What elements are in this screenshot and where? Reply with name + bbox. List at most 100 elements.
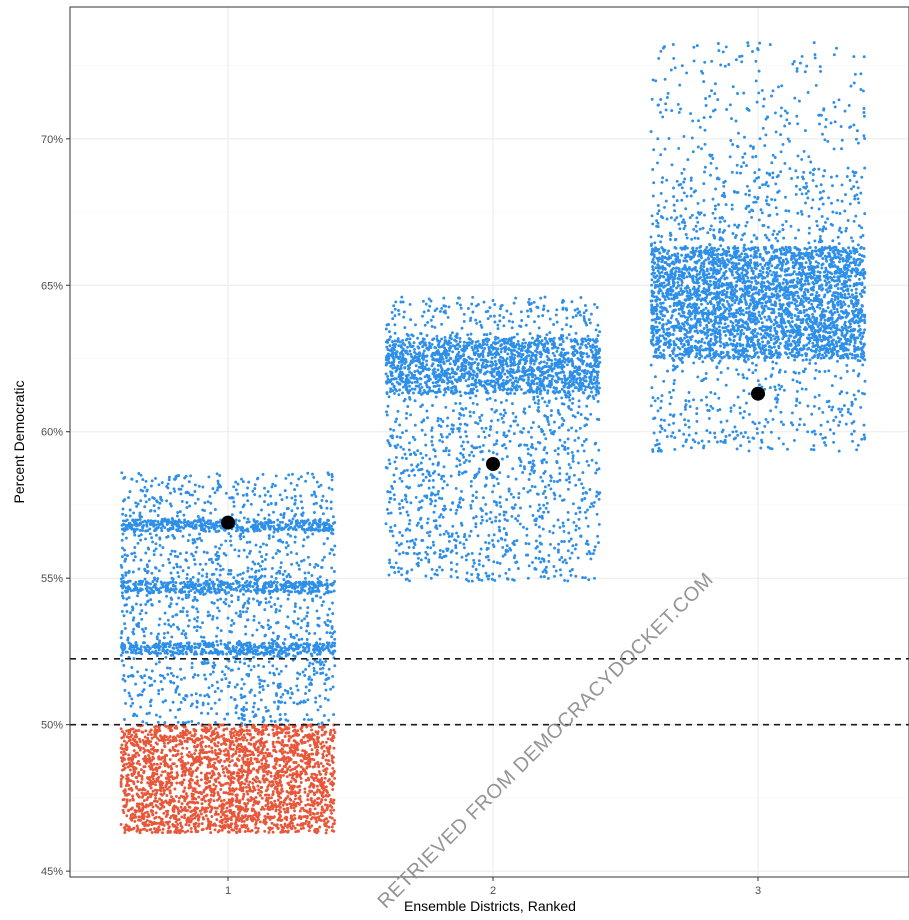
- ensemble-point: [293, 488, 297, 492]
- ensemble-point: [205, 781, 209, 785]
- ensemble-point: [298, 606, 302, 610]
- ensemble-point: [214, 784, 218, 788]
- ensemble-point: [186, 595, 190, 599]
- ensemble-point: [227, 792, 231, 796]
- ensemble-point: [279, 669, 283, 673]
- ensemble-point: [138, 647, 142, 651]
- ensemble-point: [196, 743, 200, 747]
- ensemble-point: [277, 527, 281, 530]
- ensemble-point: [331, 650, 335, 654]
- ensemble-point: [182, 697, 186, 700]
- ensemble-point: [267, 600, 271, 604]
- ensemble-point: [305, 614, 309, 618]
- ensemble-point: [269, 715, 272, 718]
- ensemble-point: [153, 729, 157, 733]
- ensemble-point: [272, 651, 275, 655]
- ensemble-point: [223, 740, 227, 744]
- ensemble-point: [205, 572, 209, 576]
- ensemble-point: [222, 803, 226, 807]
- ensemble-point: [305, 809, 309, 813]
- ensemble-point: [183, 731, 187, 735]
- ensemble-point: [287, 473, 291, 477]
- ensemble-point: [199, 742, 203, 745]
- ensemble-point: [261, 645, 265, 649]
- ensemble-point: [292, 743, 296, 747]
- ensemble-point: [296, 617, 300, 621]
- ensemble-point: [182, 580, 186, 584]
- ensemble-point: [274, 501, 278, 505]
- ensemble-point: [194, 830, 198, 834]
- ensemble-point: [307, 664, 311, 668]
- ensemble-point: [281, 692, 285, 696]
- ensemble-point: [127, 736, 131, 739]
- ensemble-point: [279, 796, 282, 800]
- ensemble-point: [215, 550, 219, 554]
- ensemble-point: [229, 534, 233, 538]
- ensemble-point: [296, 622, 300, 626]
- ensemble-point: [276, 634, 280, 638]
- ensemble-point: [253, 645, 257, 649]
- ensemble-point: [293, 540, 297, 544]
- ensemble-point: [191, 541, 195, 545]
- ensemble-point: [166, 829, 170, 833]
- ensemble-point: [279, 561, 283, 565]
- ensemble-point: [121, 546, 124, 550]
- ensemble-point: [293, 494, 297, 498]
- ensemble-point: [161, 583, 165, 587]
- ensemble-point: [175, 764, 179, 768]
- ensemble-point: [330, 531, 333, 535]
- ensemble-point: [261, 626, 265, 629]
- ensemble-point: [123, 626, 127, 630]
- ensemble-point: [143, 681, 147, 685]
- ensemble-point: [125, 741, 129, 745]
- ensemble-point: [266, 752, 270, 756]
- ensemble-point: [233, 822, 237, 826]
- ensemble-point: [284, 815, 288, 819]
- ensemble-point: [195, 545, 199, 549]
- ensemble-point: [317, 660, 321, 664]
- ensemble-point: [157, 738, 161, 742]
- ensemble-point: [196, 615, 200, 619]
- ensemble-point: [333, 630, 336, 634]
- ensemble-point: [186, 539, 190, 543]
- ensemble-point: [213, 761, 217, 765]
- ensemble-point: [308, 810, 312, 814]
- ensemble-point: [145, 759, 149, 763]
- ensemble-point: [330, 811, 334, 815]
- ensemble-point: [265, 543, 269, 547]
- ensemble-point: [172, 623, 175, 627]
- ensemble-point: [143, 811, 147, 815]
- ensemble-point: [222, 581, 226, 585]
- ensemble-point: [217, 772, 221, 776]
- ensemble-point: [261, 805, 264, 809]
- ensemble-point: [166, 672, 170, 676]
- ensemble-point: [331, 755, 335, 759]
- ensemble-point: [284, 586, 288, 589]
- ensemble-point: [312, 778, 316, 782]
- ensemble-point: [120, 759, 124, 763]
- ensemble-point: [325, 746, 329, 750]
- ensemble-point: [185, 802, 189, 806]
- ensemble-point: [269, 595, 273, 599]
- ensemble-point: [139, 558, 143, 562]
- ensemble-point: [219, 784, 223, 788]
- ensemble-point: [131, 701, 135, 705]
- ensemble-point: [137, 534, 141, 538]
- ensemble-point: [121, 596, 125, 600]
- ensemble-point: [333, 818, 337, 822]
- ensemble-point: [206, 817, 210, 821]
- ensemble-point: [297, 563, 301, 567]
- ensemble-point: [127, 753, 131, 757]
- ensemble-point: [287, 731, 291, 735]
- ensemble-point: [260, 567, 264, 571]
- ensemble-point: [229, 649, 233, 653]
- ensemble-point: [184, 650, 188, 654]
- ensemble-point: [326, 779, 330, 783]
- ensemble-point: [278, 609, 282, 613]
- ensemble-point: [151, 773, 154, 777]
- ensemble-point: [305, 629, 309, 633]
- ensemble-point: [253, 581, 257, 585]
- ensemble-point: [320, 733, 324, 737]
- ensemble-point: [189, 650, 193, 654]
- ensemble-point: [141, 821, 145, 825]
